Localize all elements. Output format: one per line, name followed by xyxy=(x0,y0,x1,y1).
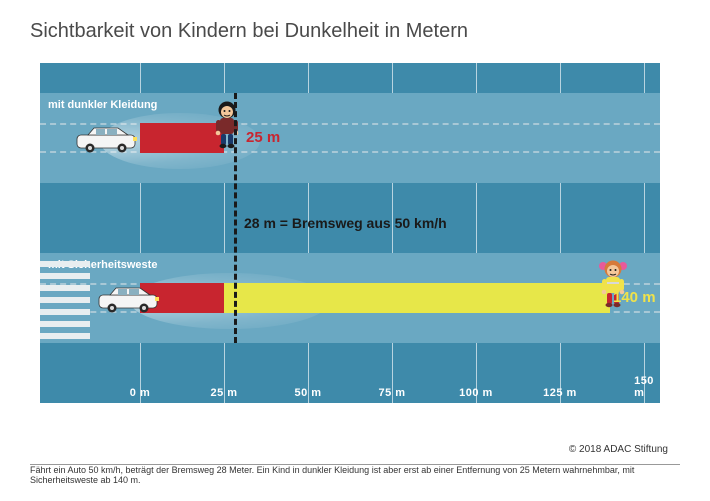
road-safety-vest: mit Sicherheitsweste xyxy=(40,253,660,343)
axis-tick-label: 150 m xyxy=(634,375,654,399)
scenario-label-dark: mit dunkler Kleidung xyxy=(48,99,157,111)
car-icon-vest xyxy=(98,285,164,318)
copyright-text: © 2018 ADAC Stiftung xyxy=(569,444,668,455)
footer-caption: Fährt ein Auto 50 km/h, beträgt der Brem… xyxy=(30,465,680,485)
axis-tick-label: 100 m xyxy=(459,387,493,399)
axis-tick-label: 125 m xyxy=(543,387,577,399)
chart-area: mit dunkler Kleidung xyxy=(40,63,660,403)
crosswalk-icon xyxy=(40,253,90,343)
child-dark-clothing-icon xyxy=(212,101,242,154)
visibility-value-dark: 25 m xyxy=(246,129,280,146)
distance-axis: 0 m 25 m 50 m 75 m 100 m 125 m 150 m xyxy=(40,375,660,399)
braking-distance-line xyxy=(234,93,237,343)
page-title: Sichtbarkeit von Kindern bei Dunkelheit … xyxy=(30,20,680,43)
axis-tick-label: 25 m xyxy=(210,387,237,399)
axis-tick-label: 0 m xyxy=(130,387,150,399)
car-icon-dark xyxy=(76,125,142,158)
braking-distance-label: 28 m = Bremsweg aus 50 km/h xyxy=(244,215,447,231)
axis-tick-label: 50 m xyxy=(294,387,321,399)
visibility-value-vest: 140 m xyxy=(613,289,656,306)
road-dark-clothing: mit dunkler Kleidung xyxy=(40,93,660,183)
visibility-bar-vest xyxy=(224,283,610,313)
axis-tick-label: 75 m xyxy=(378,387,405,399)
